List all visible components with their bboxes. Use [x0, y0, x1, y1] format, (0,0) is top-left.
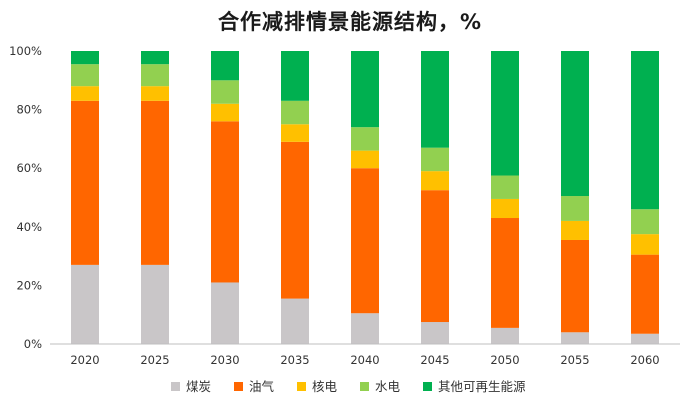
x-tick-label: 2035: [280, 353, 309, 367]
bar-segment-煤炭-2050: [491, 327, 519, 344]
bar-segment-其他可再生能源-2060: [631, 51, 659, 210]
bar-segment-核电-2030: [211, 103, 239, 122]
bar-segment-其他可再生能源-2030: [211, 51, 239, 81]
legend-label-核电: 核电: [312, 379, 338, 394]
bars-group: [71, 51, 659, 344]
bar-segment-油气-2040: [351, 168, 379, 314]
bar-segment-煤炭-2045: [421, 322, 449, 344]
bar-segment-其他可再生能源-2040: [351, 51, 379, 128]
bar-segment-核电-2025: [141, 86, 169, 101]
x-tick-label: 2030: [210, 353, 239, 367]
x-tick-label: 2020: [70, 353, 99, 367]
bar-segment-核电-2055: [561, 220, 589, 240]
bar-segment-核电-2035: [281, 124, 309, 142]
bar-segment-油气-2055: [561, 239, 589, 333]
bar-segment-核电-2040: [351, 150, 379, 169]
bar-segment-其他可再生能源-2050: [491, 51, 519, 176]
bar-segment-煤炭-2025: [141, 264, 169, 344]
bar-segment-核电-2020: [71, 86, 99, 101]
bar-segment-核电-2050: [491, 198, 519, 219]
bar-segment-煤炭-2055: [561, 332, 589, 344]
bar-segment-水电-2040: [351, 127, 379, 151]
bar-segment-油气-2030: [211, 121, 239, 283]
chart-title: 合作减排情景能源结构，%: [217, 10, 483, 34]
legend-swatch-其他可再生能源: [423, 382, 432, 391]
y-tick-label: 40%: [16, 220, 42, 234]
bar-segment-煤炭-2040: [351, 313, 379, 344]
bar-segment-其他可再生能源-2045: [421, 51, 449, 148]
bar-segment-水电-2020: [71, 64, 99, 87]
legend-label-煤炭: 煤炭: [186, 379, 211, 394]
x-tick-label: 2060: [630, 353, 659, 367]
bar-segment-水电-2050: [491, 175, 519, 199]
legend-swatch-油气: [234, 382, 243, 391]
bar-segment-煤炭-2035: [281, 298, 309, 344]
bar-segment-油气-2020: [71, 100, 99, 265]
x-tick-label: 2055: [560, 353, 589, 367]
x-axis: 2020 2025 2030 2035 2040 2045 2050 2055 2060: [70, 353, 659, 367]
bar-segment-油气-2045: [421, 190, 449, 323]
x-tick-label: 2025: [140, 353, 169, 367]
bar-segment-煤炭-2020: [71, 264, 99, 344]
x-tick-label: 2050: [490, 353, 519, 367]
bar-segment-油气-2035: [281, 141, 309, 299]
legend-swatch-煤炭: [171, 382, 180, 391]
legend-swatch-核电: [297, 382, 306, 391]
bar-segment-水电-2060: [631, 209, 659, 235]
legend-swatch-水电: [360, 382, 369, 391]
bar-segment-油气-2050: [491, 218, 519, 328]
legend-label-水电: 水电: [375, 379, 401, 394]
legend-label-其他可再生能源: 其他可再生能源: [438, 379, 526, 394]
bar-segment-油气-2060: [631, 254, 659, 334]
y-tick-label: 80%: [16, 103, 42, 117]
bar-segment-水电-2045: [421, 147, 449, 172]
bar-segment-水电-2030: [211, 80, 239, 104]
y-axis: 0% 20% 40% 60% 80% 100%: [9, 44, 42, 351]
bar-segment-其他可再生能源-2025: [141, 51, 169, 65]
legend: 煤炭 油气 核电 水电 其他可再生能源: [171, 379, 526, 394]
bar-segment-煤炭-2060: [631, 333, 659, 344]
bar-segment-水电-2035: [281, 100, 309, 125]
bar-segment-其他可再生能源-2020: [71, 51, 99, 65]
bar-segment-油气-2025: [141, 100, 169, 265]
y-tick-label: 60%: [16, 161, 42, 175]
bar-segment-水电-2055: [561, 196, 589, 221]
bar-segment-其他可再生能源-2055: [561, 51, 589, 197]
bar-segment-水电-2025: [141, 64, 169, 87]
x-tick-label: 2045: [420, 353, 449, 367]
y-tick-label: 20%: [16, 278, 42, 292]
x-tick-label: 2040: [350, 353, 379, 367]
legend-label-油气: 油气: [249, 379, 275, 394]
bar-segment-核电-2045: [421, 171, 449, 191]
y-tick-label: 100%: [9, 44, 42, 58]
bar-segment-其他可再生能源-2035: [281, 51, 309, 101]
y-tick-label: 0%: [24, 337, 42, 351]
bar-segment-核电-2060: [631, 234, 659, 255]
bar-segment-煤炭-2030: [211, 282, 239, 344]
